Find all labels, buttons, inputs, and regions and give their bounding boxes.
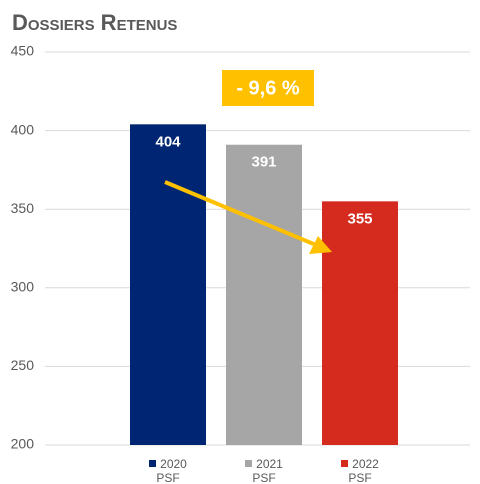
y-tick-label: 350	[11, 200, 35, 216]
category-marker	[149, 460, 157, 467]
category-text: 2020 PSF	[156, 457, 187, 484]
y-tick-label: 200	[11, 436, 35, 452]
trend-arrow-head	[309, 236, 332, 254]
bar	[322, 201, 398, 445]
category-text: 2022 PSF	[348, 457, 379, 484]
bar	[130, 124, 206, 445]
category-marker	[341, 460, 349, 467]
y-tick-label: 250	[11, 357, 35, 373]
y-tick-label: 300	[11, 279, 35, 295]
data-label: 404	[155, 133, 181, 150]
category-marker	[245, 460, 253, 467]
trend-arrow	[164, 180, 317, 247]
y-tick-label: 400	[11, 121, 35, 137]
bar	[226, 144, 302, 446]
data-label: 355	[347, 210, 372, 227]
y-tick-label: 450	[11, 43, 35, 59]
chart-title: Dossiers Retenus	[12, 10, 177, 35]
category-text: 2021 PSF	[252, 457, 283, 484]
category-label: 2022 PSF	[315, 457, 405, 484]
annotation-box	[222, 70, 314, 106]
category-label: 2020 PSF	[123, 457, 213, 484]
category-label: 2021 PSF	[219, 457, 309, 484]
annotation: - 9,6 %	[236, 77, 300, 99]
data-label: 391	[251, 154, 276, 171]
